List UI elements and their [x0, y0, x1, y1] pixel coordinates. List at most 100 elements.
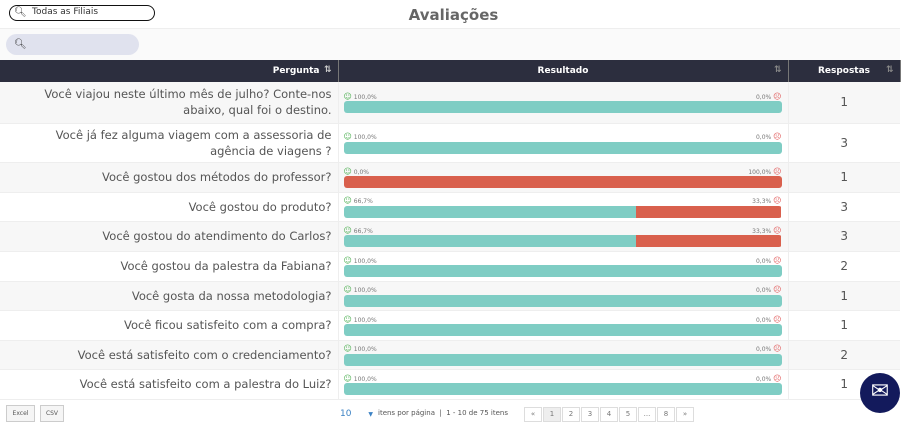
question-cell: Você gosta da nossa metodologia?: [0, 281, 339, 311]
branch-filter[interactable]: 🔍︎ Todas as Filiais: [9, 5, 155, 21]
positive-percent: 100,0%: [353, 134, 377, 141]
export-excel-button[interactable]: Excel: [6, 405, 35, 422]
negative-percent: 33,3%: [752, 227, 772, 235]
page-size-select[interactable]: 10 ▼: [340, 409, 373, 419]
sad-face-icon: ☹: [773, 314, 782, 324]
sad-face-icon: ☹: [773, 344, 782, 353]
negative-fill: [635, 205, 782, 218]
question-cell: Você gostou do produto?: [0, 192, 339, 222]
table-row[interactable]: Você gostou do produto? ☺ 66,7% 33,3% ☹ 3: [0, 192, 900, 222]
result-cell: ☺ 100,0% 0,0% ☹: [338, 369, 789, 400]
sad-face-icon: ☹: [773, 285, 782, 294]
page-button[interactable]: »: [676, 407, 694, 422]
search-icon: 🔍︎: [14, 7, 27, 18]
negative-percent: 0,0%: [755, 316, 772, 324]
happy-face-icon: ☺: [343, 225, 352, 235]
negative-fill: [343, 176, 782, 188]
happy-face-icon: ☺: [343, 196, 352, 205]
question-cell: Você gostou dos métodos do professor?: [0, 162, 339, 193]
positive-fill: [343, 324, 782, 336]
responses-count: 1: [788, 310, 900, 341]
evaluations-table: Pergunta ⇅ Resultado ⇅ Respostas ⇅ Você via…: [0, 60, 901, 400]
table-row[interactable]: Você ficou satisfeito com a compra? ☺ 10…: [0, 310, 900, 341]
page-button[interactable]: ...: [638, 407, 656, 422]
result-bar: [343, 383, 782, 395]
page-button[interactable]: 8: [657, 407, 675, 422]
result-cell: ☺ 100,0% 0,0% ☹: [338, 340, 789, 370]
page-button[interactable]: 2: [562, 407, 580, 422]
toolbar: 🔍︎: [0, 28, 900, 60]
positive-fill: [343, 141, 782, 154]
column-label: Pergunta: [272, 66, 320, 76]
happy-face-icon: ☺: [343, 91, 352, 101]
question-cell: Você já fez alguma viagem com a assessor…: [0, 123, 339, 163]
negative-percent: 33,3%: [752, 198, 772, 205]
positive-percent: 100,0%: [353, 346, 377, 353]
page-button[interactable]: 4: [600, 407, 618, 422]
page-button[interactable]: 5: [619, 407, 637, 422]
table-row[interactable]: Você gostou da palestra da Fabiana? ☺ 10…: [0, 251, 900, 282]
mail-button[interactable]: ✉: [860, 373, 900, 413]
responses-count: 2: [788, 340, 900, 370]
negative-percent: 100,0%: [748, 168, 772, 176]
page-title: Avaliações: [408, 6, 499, 24]
happy-face-icon: ☺: [343, 344, 352, 353]
result-cell: ☺ 66,7% 33,3% ☹: [338, 221, 789, 252]
range-label: 1 - 10 de 75 itens: [446, 409, 508, 417]
result-cell: ☺ 0,0% 100,0% ☹: [338, 162, 789, 193]
export-csv-button[interactable]: CSV: [40, 405, 64, 422]
table-row[interactable]: Você está satisfeito com a palestra do L…: [0, 369, 900, 400]
column-header-pergunta[interactable]: Pergunta ⇅: [0, 60, 339, 82]
sort-icon[interactable]: ⇅: [773, 65, 782, 75]
question-cell: Você viajou neste último mês de julho? C…: [0, 82, 339, 124]
sad-face-icon: ☹: [773, 166, 782, 176]
result-cell: ☺ 100,0% 0,0% ☹: [338, 281, 789, 311]
positive-fill: [343, 235, 636, 247]
positive-percent: 100,0%: [353, 257, 377, 265]
per-page-label: itens por página: [378, 409, 435, 417]
page-button[interactable]: 1: [543, 407, 561, 422]
responses-count: 2: [788, 251, 900, 282]
sad-face-icon: ☹: [773, 373, 782, 383]
table-footer: Excel CSV 10 ▼ itens por página | 1 - 10…: [0, 403, 907, 426]
column-header-resultado[interactable]: Resultado ⇅: [338, 60, 789, 82]
negative-percent: 0,0%: [755, 346, 772, 353]
column-header-respostas[interactable]: Respostas ⇅: [788, 60, 901, 82]
sad-face-icon: ☹: [773, 132, 782, 141]
result-bar: [343, 324, 782, 336]
sort-icon[interactable]: ⇅: [323, 65, 332, 75]
responses-count: 3: [788, 221, 900, 252]
positive-fill: [343, 205, 636, 218]
positive-percent: 0,0%: [353, 168, 370, 176]
happy-face-icon: ☺: [343, 373, 352, 383]
table-row[interactable]: Você gosta da nossa metodologia? ☺ 100,0…: [0, 281, 900, 311]
page-button[interactable]: «: [524, 407, 542, 422]
question-cell: Você está satisfeito com a palestra do L…: [0, 369, 339, 400]
page-button[interactable]: 3: [581, 407, 599, 422]
table-row[interactable]: Você viajou neste último mês de julho? C…: [0, 82, 900, 124]
negative-percent: 0,0%: [755, 134, 772, 141]
column-label: Respostas: [817, 66, 871, 76]
result-cell: ☺ 100,0% 0,0% ☹: [338, 82, 789, 124]
table-row[interactable]: Você gostou dos métodos do professor? ☺ …: [0, 162, 900, 193]
result-bar: [343, 101, 782, 114]
table-row[interactable]: Você gostou do atendimento do Carlos? ☺ …: [0, 221, 900, 252]
responses-count: 1: [788, 162, 900, 193]
sort-icon[interactable]: ⇅: [885, 65, 894, 75]
sad-face-icon: ☹: [773, 255, 782, 265]
happy-face-icon: ☺: [343, 285, 352, 294]
sad-face-icon: ☹: [773, 225, 782, 235]
search-input[interactable]: 🔍︎: [6, 34, 139, 55]
positive-fill: [343, 353, 782, 366]
positive-fill: [343, 265, 782, 277]
result-bar: [343, 265, 782, 277]
result-bar: [343, 353, 782, 366]
result-bar: [343, 176, 782, 188]
positive-percent: 100,0%: [353, 287, 377, 294]
positive-fill: [343, 383, 782, 395]
table-row[interactable]: Você já fez alguma viagem com a assessor…: [0, 123, 900, 163]
result-cell: ☺ 66,7% 33,3% ☹: [338, 192, 789, 222]
table-row[interactable]: Você está satisfeito com o credenciament…: [0, 340, 900, 370]
happy-face-icon: ☺: [343, 132, 352, 141]
mail-icon: ✉: [870, 379, 890, 404]
